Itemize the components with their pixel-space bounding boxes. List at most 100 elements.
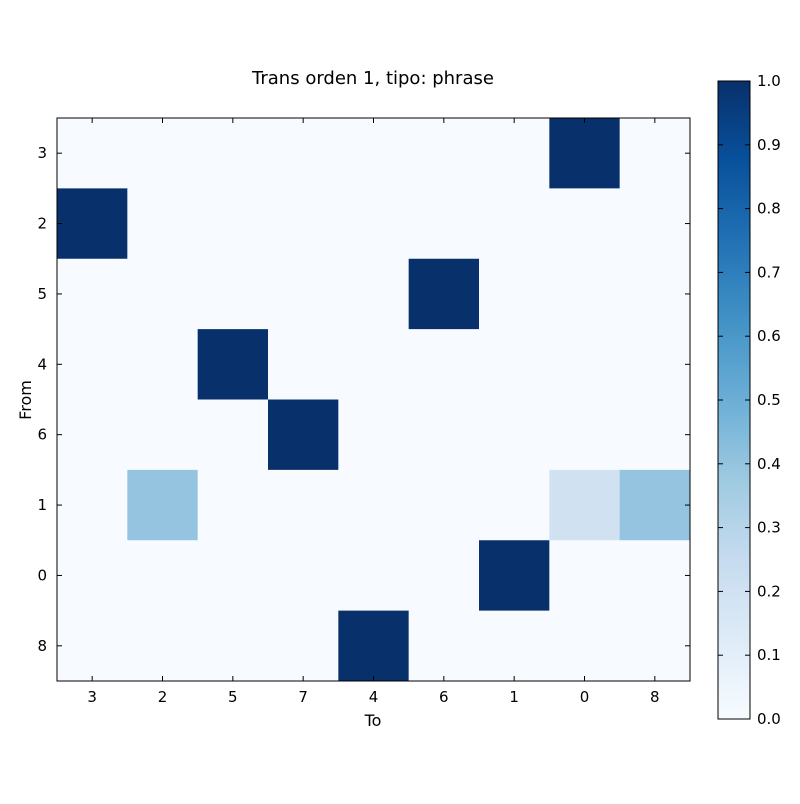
x-tick-label: 6 — [439, 688, 449, 706]
heatmap-cell — [619, 610, 691, 682]
heatmap-cell — [127, 118, 199, 189]
heatmap-cell — [408, 469, 480, 541]
y-tick-label: 2 — [37, 215, 47, 233]
heatmap-cells — [57, 118, 691, 682]
heatmap-cell — [479, 610, 550, 682]
x-tick-label: 4 — [369, 688, 379, 706]
heatmap-cell — [338, 399, 410, 471]
heatmap-cell — [549, 399, 621, 471]
colorbar-tick-label: 0.0 — [757, 710, 781, 728]
colorbar-tick-label: 0.1 — [757, 646, 781, 664]
heatmap-cell — [549, 329, 621, 400]
heatmap-cell — [479, 118, 550, 189]
x-tick-label: 1 — [509, 688, 519, 706]
heatmap-cell — [57, 610, 128, 682]
heatmap-cell — [408, 540, 480, 612]
y-tick-label: 5 — [37, 285, 47, 303]
heatmap-cell — [197, 329, 269, 400]
heatmap-cell — [127, 329, 199, 400]
heatmap-cell — [549, 258, 621, 330]
heatmap-cell — [338, 118, 410, 189]
heatmap-cell — [127, 540, 199, 612]
x-axis: 3 2 5 7 4 6 1 0 8 — [87, 118, 660, 706]
colorbar — [717, 80, 751, 720]
heatmap-cell — [479, 258, 550, 330]
heatmap-cell — [268, 610, 339, 682]
colorbar-tick-label: 0.2 — [757, 582, 781, 600]
heatmap-cell — [127, 188, 199, 260]
heatmap-cell — [57, 188, 128, 260]
heatmap-cell — [127, 399, 199, 471]
heatmap-cell — [479, 188, 550, 260]
heatmap-cell — [619, 188, 691, 260]
heatmap-cell — [268, 258, 339, 330]
heatmap-cell — [619, 329, 691, 400]
colorbar-tick-label: 0.9 — [757, 136, 781, 154]
x-axis-label: To — [364, 711, 382, 730]
heatmap-cell — [127, 610, 199, 682]
heatmap-cell — [197, 258, 269, 330]
heatmap-cell — [268, 188, 339, 260]
y-tick-label: 1 — [37, 496, 47, 514]
heatmap-cell — [408, 610, 480, 682]
heatmap-cell — [619, 469, 691, 541]
heatmap-cell — [338, 610, 410, 682]
heatmap-cell — [268, 118, 339, 189]
heatmap-cell — [127, 258, 199, 330]
y-tick-label: 0 — [37, 566, 47, 584]
heatmap-cell — [479, 329, 550, 400]
y-tick-label: 6 — [37, 426, 47, 444]
x-tick-label: 5 — [228, 688, 238, 706]
colorbar-tick-label: 0.4 — [757, 455, 781, 473]
y-tick-label: 4 — [37, 355, 47, 373]
heatmap-cell — [57, 329, 128, 400]
y-axis: 3 2 5 4 6 1 0 8 — [37, 144, 690, 655]
colorbar-tick-label: 0.6 — [757, 327, 781, 345]
x-tick-label: 2 — [158, 688, 168, 706]
heatmap-cell — [338, 540, 410, 612]
heatmap-cell — [197, 610, 269, 682]
heatmap-cell — [268, 399, 339, 471]
heatmap-cell — [549, 469, 621, 541]
heatmap-cell — [408, 399, 480, 471]
colorbar-tick-label: 0.3 — [757, 519, 781, 537]
x-tick-label: 0 — [580, 688, 590, 706]
y-tick-label: 8 — [37, 637, 47, 655]
x-tick-label: 7 — [298, 688, 308, 706]
heatmap-cell — [57, 118, 128, 189]
heatmap-cell — [619, 118, 691, 189]
colorbar-tick-label: 0.5 — [757, 391, 781, 409]
heatmap-cell — [549, 118, 621, 189]
heatmap-cell — [408, 118, 480, 189]
heatmap-cell — [57, 469, 128, 541]
heatmap-cell — [127, 469, 199, 541]
colorbar-ticks: 0.0 0.1 0.2 0.3 0.4 0.5 0.6 0.7 0.8 0.9 1.0 — [718, 72, 781, 728]
heatmap-cell — [619, 540, 691, 612]
heatmap-cell — [479, 469, 550, 541]
x-tick-label: 8 — [650, 688, 660, 706]
heatmap-cell — [479, 399, 550, 471]
heatmap-cell — [338, 329, 410, 400]
heatmap-cell — [197, 188, 269, 260]
heatmap-cell — [268, 329, 339, 400]
heatmap-cell — [338, 469, 410, 541]
heatmap-cell — [549, 610, 621, 682]
heatmap-cell — [479, 540, 550, 612]
heatmap-cell — [619, 258, 691, 330]
heatmap-cell — [549, 540, 621, 612]
y-axis-label: From — [16, 380, 35, 420]
heatmap-cell — [197, 118, 269, 189]
colorbar-tick-label: 0.8 — [757, 200, 781, 218]
heatmap-cell — [197, 469, 269, 541]
heatmap-cell — [268, 540, 339, 612]
y-tick-label: 3 — [37, 144, 47, 162]
heatmap-cell — [338, 188, 410, 260]
heatmap-cell — [268, 469, 339, 541]
heatmap-cell — [197, 399, 269, 471]
heatmap-cell — [57, 540, 128, 612]
x-tick-label: 3 — [87, 688, 97, 706]
heatmap-cell — [408, 258, 480, 330]
heatmap-cell — [408, 188, 480, 260]
heatmap-cell — [57, 399, 128, 471]
